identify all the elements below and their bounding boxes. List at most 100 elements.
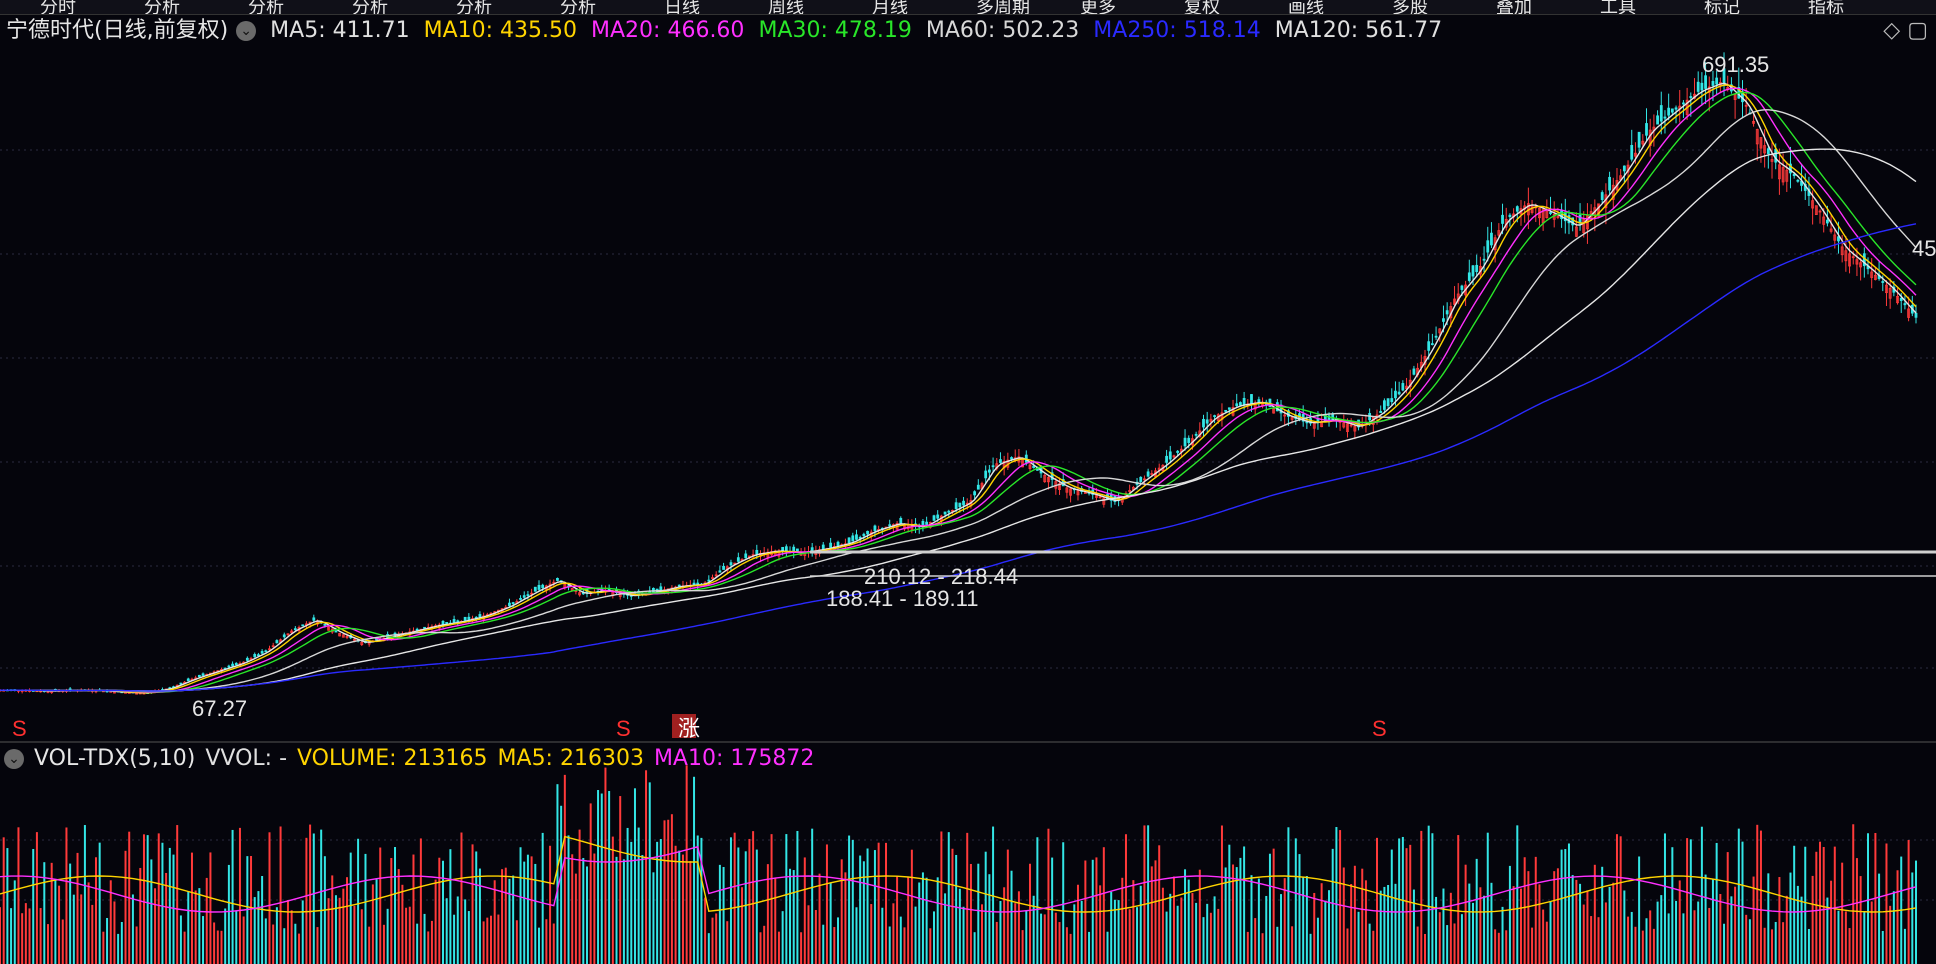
candle-body <box>301 624 305 627</box>
volume-bar <box>168 847 171 964</box>
volume-bar <box>689 861 692 964</box>
menu-item[interactable]: 指标 <box>1808 0 1844 15</box>
volume-bar <box>1265 895 1268 964</box>
candle-body <box>179 682 183 685</box>
candle-body <box>1744 104 1748 107</box>
menu-item[interactable]: 分析 <box>248 0 284 15</box>
volume-options-toggle-icon[interactable]: ⌄ <box>4 749 24 769</box>
volume-bar <box>1416 926 1419 964</box>
candle-body <box>722 565 725 570</box>
candle-body <box>530 592 534 595</box>
volume-bar <box>1353 865 1356 964</box>
candle-body <box>729 562 733 566</box>
menu-item[interactable]: 更多 <box>1080 0 1116 15</box>
volume-bar <box>722 867 725 964</box>
volume-bar <box>1169 893 1172 964</box>
volume-bar <box>412 854 415 964</box>
volume-bar <box>814 910 817 964</box>
volume-bar <box>885 842 888 964</box>
candle-body <box>1272 408 1276 414</box>
volume-bar <box>1575 879 1578 964</box>
vol-indicator-label: MA5: 216303 <box>497 746 644 771</box>
menu-item[interactable]: 画线 <box>1288 0 1324 15</box>
volume-bar <box>80 894 83 964</box>
menu-item[interactable]: 周线 <box>768 0 804 15</box>
candle-body <box>962 500 965 506</box>
candle-body <box>1907 308 1911 318</box>
volume-bar <box>552 923 555 964</box>
menu-item[interactable]: 分析 <box>144 0 180 15</box>
volume-bar <box>445 898 448 964</box>
menu-item[interactable]: 日线 <box>664 0 700 15</box>
candle-body <box>1792 173 1796 177</box>
menu-item[interactable]: 分析 <box>352 0 388 15</box>
candle-body <box>755 549 759 555</box>
menu-item[interactable]: 叠加 <box>1496 0 1532 15</box>
volume-bar <box>1232 864 1235 964</box>
volume-bar <box>1412 889 1415 964</box>
ma-line <box>0 87 1917 693</box>
candle-body <box>1715 77 1719 85</box>
volume-bar <box>453 914 456 964</box>
volume-bar <box>1305 876 1308 964</box>
volume-bar <box>497 914 500 964</box>
volume-bar <box>1409 844 1412 964</box>
volume-bar <box>1508 865 1511 964</box>
volume-bar <box>1457 835 1460 964</box>
candle-body <box>353 638 356 641</box>
volume-bar <box>316 927 319 964</box>
volume-bar <box>1065 927 1068 964</box>
candle-body <box>1634 152 1637 157</box>
menu-item[interactable]: 多周期 <box>976 0 1030 15</box>
candle-body <box>1342 422 1346 428</box>
volume-bar <box>1686 838 1689 964</box>
volume-bar <box>405 907 408 964</box>
volume-bar <box>1907 840 1910 964</box>
volume-bar <box>1889 905 1892 964</box>
panel-right-icons[interactable]: ◇ ▢ <box>1883 18 1928 43</box>
volume-bar <box>1756 824 1759 964</box>
volume-bar <box>1121 877 1124 964</box>
volume-bar <box>58 885 61 964</box>
volume-bar <box>283 928 286 964</box>
menu-item[interactable]: 分析 <box>560 0 596 15</box>
volume-bar <box>120 922 123 964</box>
volume-bar <box>988 874 991 964</box>
candle-body <box>1346 423 1349 432</box>
volume-bar <box>1161 887 1164 964</box>
volume-bar <box>992 826 995 964</box>
menu-item[interactable]: 标记 <box>1704 0 1740 15</box>
volume-bar <box>102 931 105 964</box>
candle-body <box>1766 148 1770 155</box>
menu-item[interactable]: 分时 <box>40 0 76 15</box>
volume-bar <box>10 908 13 964</box>
volume-bar <box>1468 883 1471 964</box>
options-toggle-icon[interactable]: ⌄ <box>236 21 257 41</box>
candle-body <box>1899 297 1903 301</box>
volume-bar <box>1394 883 1397 964</box>
volume-bar <box>1590 916 1593 964</box>
volume-panel-header: ⌄ VOL-TDX(5,10) VVOL: - VOLUME: 213165 MA5: … <box>4 744 834 774</box>
candle-body <box>1833 234 1837 241</box>
volume-bar <box>567 835 570 964</box>
volume-bar <box>478 868 481 964</box>
menu-item[interactable]: 月线 <box>872 0 908 15</box>
candle-body <box>293 628 297 631</box>
candle-body <box>932 515 936 521</box>
menu-item[interactable]: 分析 <box>456 0 492 15</box>
candle-body <box>197 674 201 678</box>
volume-bar <box>1069 933 1072 964</box>
menu-item[interactable]: 复权 <box>1184 0 1220 15</box>
volume-bar <box>1730 896 1733 964</box>
menu-item[interactable]: 多股 <box>1392 0 1428 15</box>
volume-bar <box>209 852 212 964</box>
volume-bar <box>641 855 644 964</box>
volume-bar <box>1815 851 1818 964</box>
candle-body <box>943 511 947 515</box>
volume-bar <box>1080 900 1083 964</box>
volume-bar <box>442 860 445 964</box>
volume-bar <box>346 877 349 964</box>
menu-item[interactable]: 工具 <box>1600 0 1636 15</box>
candle-body <box>736 557 740 562</box>
